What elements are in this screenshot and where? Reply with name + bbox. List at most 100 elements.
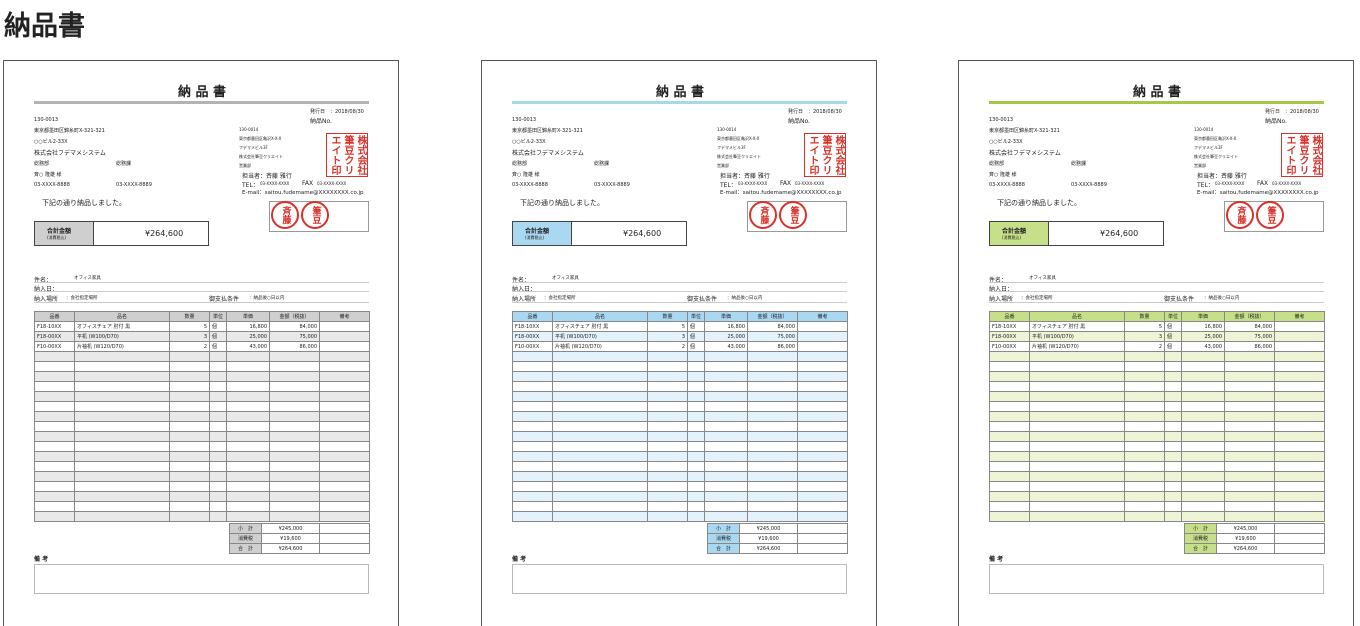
issue-date: 発行日 ：2018/08/30 (788, 109, 842, 115)
cell (552, 461, 648, 472)
recipient-section: 総務課 (1071, 161, 1087, 167)
summary-row: 小 計 ¥245,000 (229, 523, 370, 534)
cell (747, 491, 798, 502)
cell (1029, 481, 1125, 492)
cell (269, 361, 320, 372)
cell (1181, 371, 1225, 382)
cell (169, 371, 210, 382)
row (512, 451, 848, 462)
cell (319, 401, 370, 412)
cell (647, 511, 688, 522)
row (34, 401, 370, 412)
sender-email: E-mail：saitou.fudemame@XXXXXXXX.co.jp (1197, 190, 1319, 196)
total-label: 合計金額 (1002, 228, 1027, 235)
payment-label: 御支払条件 (687, 296, 718, 303)
cell (34, 501, 75, 512)
summary-table: 小 計 ¥245,000 消費税 ¥19,600 合 計 ¥264,600 (1184, 523, 1325, 554)
cell (1224, 481, 1275, 492)
cell (747, 501, 798, 512)
row (989, 501, 1325, 512)
summary-table: 小 計 ¥245,000 消費税 ¥19,600 合 計 ¥264,600 (229, 523, 370, 554)
header-cell: 数量 (647, 311, 688, 322)
row (34, 491, 370, 502)
cell (1124, 421, 1165, 432)
cell (74, 431, 170, 442)
summary-row: 消費税 ¥19,600 (707, 533, 848, 544)
cell (704, 421, 748, 432)
cell (1181, 351, 1225, 362)
cell: 86,000 (747, 341, 798, 352)
cell (552, 491, 648, 502)
cell (1224, 361, 1275, 372)
cell (647, 471, 688, 482)
summary-label: 小 計 (1184, 523, 1217, 534)
cell (1029, 431, 1125, 442)
row (34, 471, 370, 482)
rule (512, 282, 847, 283)
sender-address: 東京都墨田区亀沢X-X-X (717, 136, 760, 141)
cell: 75,000 (269, 331, 320, 342)
remarks-box (34, 564, 369, 594)
sender-department: 営業部 (717, 163, 729, 168)
cell (226, 381, 270, 392)
cell (687, 371, 705, 382)
subject: オフィス家具 (1029, 276, 1056, 281)
cell: 16,800 (704, 321, 748, 332)
cell: F18-00XX (989, 331, 1030, 342)
row (512, 411, 848, 422)
sender-fax: 03-XXXX-XXXX (1272, 181, 1302, 186)
cell: 84,000 (747, 321, 798, 332)
cell (74, 421, 170, 432)
cell (1224, 451, 1275, 462)
sender-contact: 担当者：斉藤 雅行 (720, 173, 770, 180)
cell (552, 471, 648, 482)
message: 下記の通り納品しました。 (520, 199, 604, 207)
row (34, 501, 370, 512)
cell (34, 431, 75, 442)
recipient-building: ○○ビル2-33X (34, 139, 68, 145)
cell (747, 361, 798, 372)
cell (209, 401, 227, 412)
cell (1029, 381, 1125, 392)
cell (989, 361, 1030, 372)
cell (319, 421, 370, 432)
header-cell: 単位 (209, 311, 227, 322)
delivery-note: 納 品 書発行日 ：2018/08/30 納品No. 130-0013 東京都墨田区錦… (958, 60, 1354, 626)
cell (74, 411, 170, 422)
cell (169, 361, 210, 372)
cell: 個 (687, 321, 705, 332)
personal-seal: 筆豆 (1256, 201, 1284, 229)
sender-postal: 130-0014 (239, 127, 259, 132)
summary-row: 合 計 ¥264,600 (229, 543, 370, 554)
accent-bar (34, 101, 369, 104)
cell (989, 471, 1030, 482)
cell (1029, 371, 1125, 382)
cell (1274, 391, 1325, 402)
cell (1181, 461, 1225, 472)
row (989, 511, 1325, 522)
cell: 個 (209, 331, 227, 342)
cell (647, 351, 688, 362)
cell (169, 461, 210, 472)
cell (512, 381, 553, 392)
header-cell: 備考 (319, 311, 370, 322)
cell (552, 421, 648, 432)
cell (1124, 351, 1165, 362)
cell: 25,000 (704, 331, 748, 342)
cell (319, 351, 370, 362)
cell (34, 401, 75, 412)
row (34, 361, 370, 372)
cell: 25,000 (1181, 331, 1225, 342)
cell (1274, 471, 1325, 482)
cell (1224, 421, 1275, 432)
cell (747, 411, 798, 422)
remarks-label: 備 考 (989, 556, 1004, 563)
cell (226, 511, 270, 522)
summary-row: 合 計 ¥264,600 (707, 543, 848, 554)
cell: 43,000 (226, 341, 270, 352)
cell (169, 501, 210, 512)
delivery-date-label: 納入日： (34, 286, 59, 293)
rule (989, 282, 1324, 283)
cell (1124, 501, 1165, 512)
